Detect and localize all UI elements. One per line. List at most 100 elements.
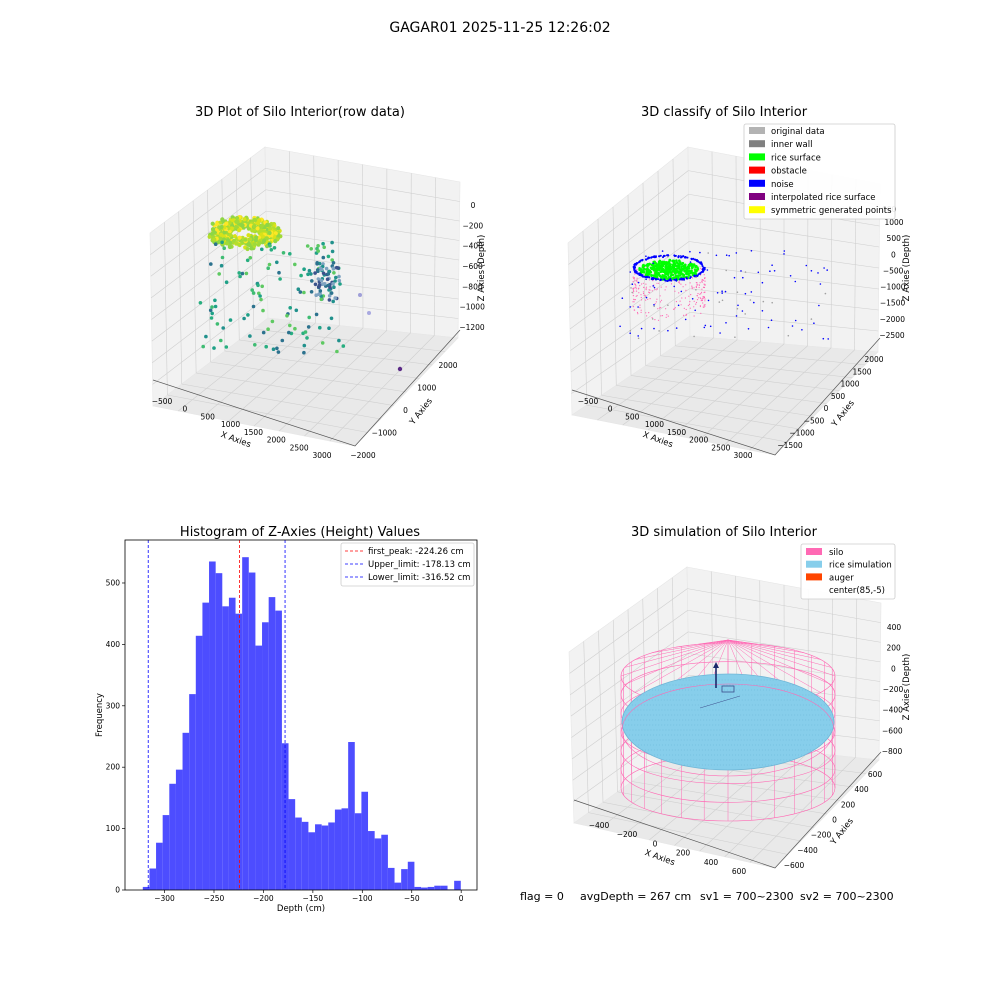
wall-point [682, 286, 684, 288]
scatter-point [219, 338, 223, 343]
x-tick-label: −400 [589, 821, 610, 830]
scatter-point [309, 290, 314, 294]
x-tick-labels: −400 −200 0 200 400 600 [589, 821, 747, 876]
noise-point [773, 270, 776, 272]
scatter-point [237, 242, 242, 248]
scatter-point [397, 366, 403, 372]
scatter-point [256, 283, 260, 288]
wall-point [700, 267, 702, 269]
wall-point [645, 312, 647, 314]
legend-swatch [749, 166, 765, 174]
noise-point [750, 291, 753, 293]
noise-point [696, 275, 699, 278]
legend-swatch [806, 573, 822, 581]
scatter-point [215, 322, 220, 326]
noise-point [794, 319, 797, 322]
legend-label: first_peak: -224.26 cm [368, 547, 464, 557]
auger-tip [713, 662, 719, 668]
noise-point [652, 262, 654, 265]
rice-surface-point [655, 267, 659, 271]
rice-surface-point [694, 269, 698, 273]
rice-surface-point [654, 271, 658, 275]
scatter-point [278, 277, 282, 281]
rice-surface-point [653, 260, 656, 264]
scatter-point [210, 221, 215, 226]
noise-point [706, 269, 709, 271]
histogram-bar [228, 597, 236, 890]
noise-point [677, 304, 680, 307]
wall-point [700, 293, 702, 295]
rice-surface-point [664, 264, 668, 268]
noise-point [662, 256, 664, 259]
wall-point [654, 303, 656, 305]
noise-point [721, 290, 723, 293]
y-tick-label: 0 [403, 406, 408, 415]
wall-point [688, 303, 691, 305]
y-tick-label: 100 [106, 824, 121, 833]
noise-point [654, 255, 657, 258]
z-tick-label: −1500 [880, 299, 906, 308]
rice-surface-point [679, 263, 683, 266]
scatter-point [306, 272, 310, 277]
wall-point [700, 312, 702, 314]
scatter-point [201, 344, 205, 349]
histogram-bar [142, 886, 150, 890]
wall-point [643, 286, 645, 289]
scatter-point [213, 304, 218, 309]
z-tick-label: −800 [882, 747, 903, 756]
scatter-point [315, 262, 319, 266]
noise-point [667, 329, 669, 332]
wall-point [645, 283, 647, 285]
noise-point [663, 278, 666, 281]
y-axis-label: Y Axies [407, 396, 435, 428]
z-tick-label: 200 [887, 644, 902, 653]
wall-point [679, 300, 681, 302]
scatter-point [317, 283, 322, 288]
scatter-point [338, 282, 342, 286]
scatter-point [227, 244, 232, 250]
wall-point [695, 286, 698, 289]
rice-surface-point [646, 267, 649, 270]
noise-point [658, 255, 661, 258]
scatter-point [255, 226, 260, 231]
wall-point [634, 273, 636, 275]
z-axis-label: Z Axies (Depth) [902, 654, 912, 721]
rice-surface-point [661, 275, 665, 278]
wall-point [658, 282, 660, 284]
scatter-point [316, 277, 321, 281]
noise-point [693, 258, 696, 261]
scatter-point [237, 271, 241, 275]
raw-scatter-points [198, 215, 403, 372]
rice-surface-point [683, 266, 687, 270]
panel-simulation: 3D simulation of Silo Interior −400−2000… [568, 525, 912, 876]
noise-point [650, 256, 653, 259]
threshold-lines [147, 540, 286, 890]
original-point [718, 301, 721, 303]
scatter-point [253, 343, 257, 347]
legend-swatch [749, 179, 765, 187]
wall-point [703, 274, 705, 276]
noise-point [735, 252, 738, 254]
scatter-point [280, 338, 285, 343]
y-tick-label: 200 [106, 763, 121, 772]
wall-point [633, 290, 635, 293]
scatter-point [337, 274, 341, 279]
wall-point [665, 316, 667, 318]
histogram-bar [215, 573, 223, 890]
noise-point [801, 329, 803, 331]
wall-point [685, 289, 687, 291]
original-point [667, 255, 669, 258]
noise-point [677, 256, 680, 259]
legend-label: auger [829, 573, 854, 583]
wall-point [667, 315, 669, 317]
scatter-point [257, 291, 261, 296]
rice-surface-point [667, 268, 670, 272]
wall-point [703, 286, 705, 288]
noise-point [715, 254, 718, 257]
original-point [629, 330, 632, 332]
wall-point [642, 292, 645, 295]
rice-surface-point [642, 268, 645, 272]
scatter-point [325, 277, 330, 282]
noise-point [770, 319, 773, 322]
wall-point [649, 286, 651, 288]
